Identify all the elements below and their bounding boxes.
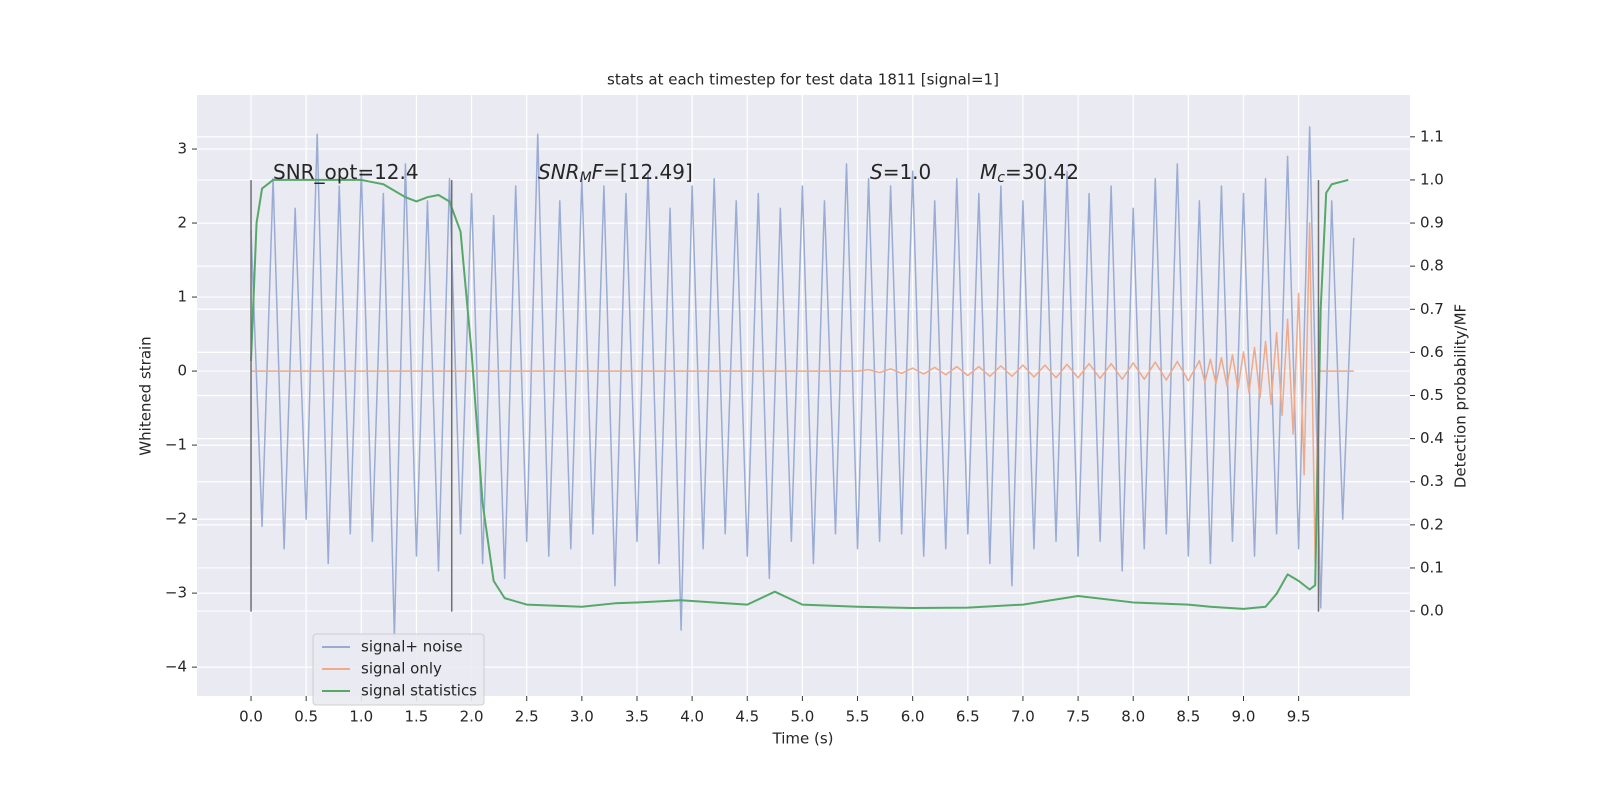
legend-box (312, 633, 485, 706)
y-tick-label: 3 (177, 140, 187, 158)
legend: signal+ noise signal only signal statistic… (312, 633, 485, 706)
x-tick-label: 7.5 (1066, 708, 1090, 726)
y-tick-label: 1 (177, 288, 187, 306)
x-axis-label: Time (s) (772, 730, 834, 748)
y-tick-label: 0 (177, 362, 187, 380)
y2-tick-label: 0.2 (1420, 515, 1444, 533)
annotation-part: =[12.49] (603, 160, 693, 184)
y-tick-label: −4 (165, 658, 187, 676)
annotation-part: F (592, 160, 604, 184)
annotation-part: =30.42 (1005, 160, 1079, 184)
annotation-part: S (870, 160, 883, 184)
y2-tick-label: 0.3 (1420, 472, 1444, 490)
y2-tick-label: 0.8 (1420, 257, 1444, 275)
x-tick-label: 1.5 (405, 708, 429, 726)
x-tick-label: 4.0 (680, 708, 704, 726)
x-tick-label: 2.0 (460, 708, 484, 726)
annotation: Mc=30.42 (980, 160, 1079, 187)
annotation: SNRMF=[12.49] (538, 160, 693, 187)
x-tick-label: 9.0 (1232, 708, 1256, 726)
x-tick-label: 3.5 (625, 708, 649, 726)
x-tick-label: 4.5 (735, 708, 759, 726)
annotation-part: SNR_opt=12.4 (273, 160, 419, 184)
plot (250, 126, 1355, 639)
x-tick-label: 6.5 (956, 708, 980, 726)
chart-title: stats at each timestep for test data 181… (607, 71, 999, 89)
annotation-part: SNR (538, 160, 580, 184)
x-tick-label: 5.5 (846, 708, 870, 726)
x-tick-label: 7.0 (1011, 708, 1035, 726)
y-axis-label: Whitened strain (137, 336, 155, 455)
y2-tick-label: 0.5 (1420, 386, 1444, 404)
legend-label: signal statistics (361, 682, 477, 700)
y2-tick-label: 0.7 (1420, 300, 1444, 318)
legend-label: signal+ noise (361, 638, 463, 656)
x-tick-label: 8.5 (1176, 708, 1200, 726)
data-line (251, 222, 1354, 565)
x-tick-label: 5.0 (790, 708, 814, 726)
legend-label: signal only (361, 660, 442, 678)
annotation: S=1.0 (870, 160, 931, 184)
annotation-part: c (997, 170, 1005, 186)
x-tick-label: 0.5 (294, 708, 318, 726)
y-tick-label: −1 (165, 436, 187, 454)
y-tick-label: −3 (165, 584, 187, 602)
y2-tick-label: 1.1 (1420, 127, 1444, 145)
y2-tick-label: 0.6 (1420, 343, 1444, 361)
annotation-part: M (980, 160, 997, 184)
x-tick-label: 3.0 (570, 708, 594, 726)
y2-axis-label: Detection probability/MF (1452, 304, 1470, 488)
x-tick-label: 0.0 (239, 708, 263, 726)
y2-tick-label: 0.0 (1420, 602, 1444, 620)
annotation-part: =1.0 (883, 160, 932, 184)
y2-tick-label: 1.0 (1420, 170, 1444, 188)
y-tick-label: −2 (165, 510, 187, 528)
y2-tick-label: 0.4 (1420, 429, 1444, 447)
y2-tick-label: 0.9 (1420, 214, 1444, 232)
x-tick-label: 2.5 (515, 708, 539, 726)
annotation-part: M (580, 170, 592, 186)
x-tick-label: 8.0 (1121, 708, 1145, 726)
x-tick-label: 1.0 (349, 708, 373, 726)
x-tick-label: 9.5 (1287, 708, 1311, 726)
x-tick-label: 6.0 (901, 708, 925, 726)
y2-tick-label: 0.1 (1420, 558, 1444, 576)
data-line (250, 126, 1355, 639)
annotation: SNR_opt=12.4 (273, 160, 419, 184)
data-line (250, 178, 1349, 610)
y-tick-label: 2 (177, 214, 187, 232)
